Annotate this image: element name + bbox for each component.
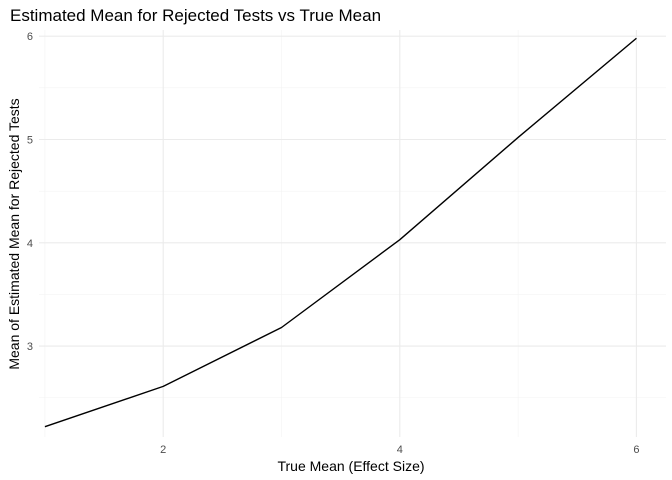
series-layer — [44, 37, 637, 428]
x-axis-label: True Mean (Effect Size) — [277, 458, 424, 474]
series-line-0 — [44, 37, 637, 428]
chart-title: Estimated Mean for Rejected Tests vs Tru… — [10, 6, 381, 25]
x-tick-label: 6 — [633, 444, 639, 456]
y-tick-label: 5 — [27, 134, 33, 146]
y-tick-label: 4 — [27, 238, 33, 250]
tick-labels: 2 4 6 3 4 5 6 — [27, 31, 640, 456]
y-tick-label: 3 — [27, 341, 33, 353]
grid — [39, 30, 666, 437]
y-axis-label: Mean of Estimated Mean for Rejected Test… — [6, 98, 22, 369]
y-tick-label: 6 — [27, 31, 33, 43]
x-tick-label: 2 — [160, 444, 166, 456]
x-tick-label: 4 — [397, 444, 403, 456]
